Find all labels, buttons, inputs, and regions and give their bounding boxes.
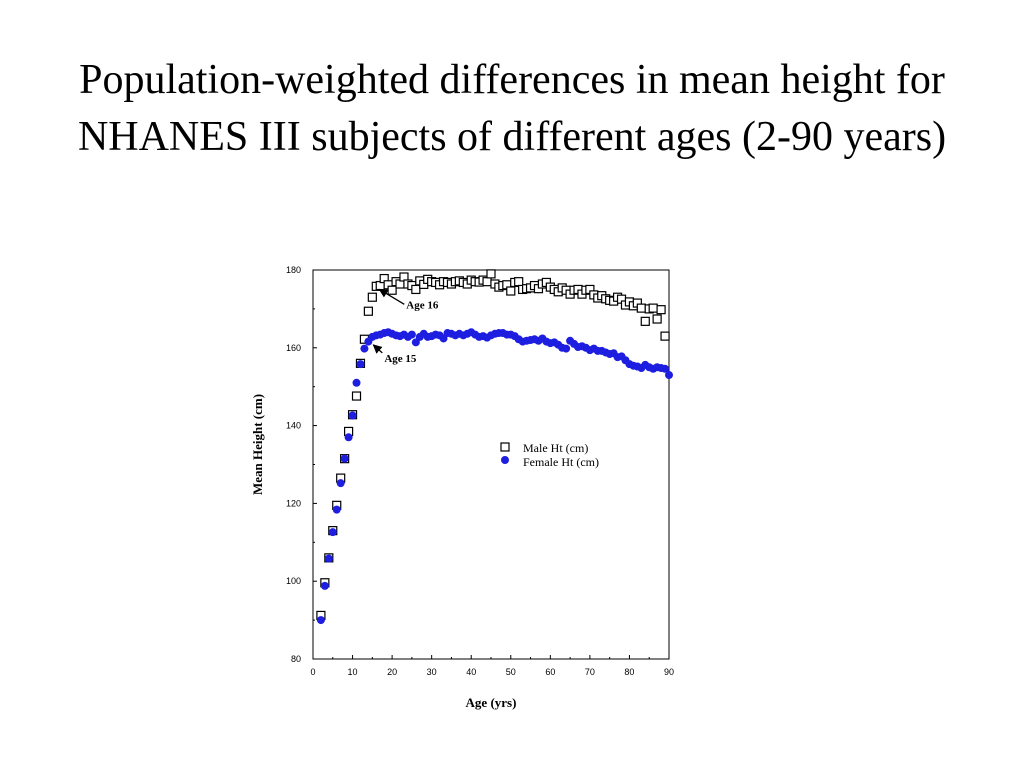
- male-data-point: [652, 314, 662, 324]
- legend-female-label: Female Ht (cm): [523, 455, 599, 469]
- female-data-point: [344, 433, 353, 442]
- plot-area: [312, 269, 670, 660]
- x-tick-label: 70: [585, 667, 595, 677]
- y-axis-ticks: 80 100 120 140 160 180: [286, 265, 317, 664]
- male-series: [316, 269, 670, 621]
- female-data-point: [360, 344, 369, 353]
- female-data-point: [562, 344, 571, 353]
- female-series: [316, 328, 673, 625]
- male-data-point: [482, 277, 492, 287]
- y-tick-label: 80: [291, 654, 301, 664]
- male-data-point: [363, 306, 373, 316]
- male-data-point: [411, 284, 421, 295]
- annotation-age-16: Age 16: [406, 299, 439, 311]
- female-data-point: [356, 360, 365, 369]
- male-data-point: [636, 303, 646, 313]
- female-data-point: [320, 581, 329, 590]
- male-data-point: [486, 269, 496, 279]
- male-data-point: [367, 292, 377, 302]
- female-data-point: [348, 411, 357, 420]
- female-data-point: [661, 364, 670, 373]
- x-axis-label: Age (yrs): [466, 695, 517, 710]
- legend-male-marker: [500, 442, 510, 452]
- male-data-point: [648, 303, 658, 313]
- plot-frame: [312, 269, 670, 660]
- legend-female-marker: [501, 456, 509, 464]
- female-data-point: [336, 479, 345, 488]
- female-data-point: [340, 454, 349, 463]
- female-data-point: [407, 330, 416, 339]
- y-tick-label: 180: [286, 265, 301, 275]
- y-tick-label: 160: [286, 343, 301, 353]
- x-tick-label: 10: [348, 667, 358, 677]
- male-data-point: [351, 391, 362, 401]
- female-data-point: [316, 616, 325, 625]
- annotations: Age 16 Age 15: [372, 288, 439, 365]
- slide-title: Population-weighted differences in mean …: [77, 57, 947, 160]
- female-data-point: [328, 528, 337, 537]
- x-tick-label: 30: [427, 667, 437, 677]
- male-data-point: [514, 277, 524, 287]
- y-axis-label: Mean Height (cm): [250, 394, 265, 495]
- legend-male-label: Male Ht (cm): [523, 441, 588, 455]
- male-data-point: [660, 331, 670, 341]
- x-tick-label: 50: [506, 667, 516, 677]
- male-data-point: [656, 305, 666, 315]
- annotation-age-15: Age 15: [384, 353, 417, 365]
- y-tick-label: 100: [286, 576, 301, 586]
- x-tick-label: 20: [387, 667, 397, 677]
- legend: Male Ht (cm)Female Ht (cm): [500, 441, 599, 469]
- female-data-point: [352, 378, 361, 387]
- male-data-point: [506, 286, 516, 296]
- male-data-point: [640, 316, 650, 326]
- y-tick-label: 140: [286, 421, 301, 431]
- x-tick-label: 80: [624, 667, 634, 677]
- x-tick-label: 60: [545, 667, 555, 677]
- x-axis-ticks: 0 10 20 30 40 50 60 70 80 90: [310, 655, 674, 677]
- male-data-point: [387, 285, 397, 295]
- x-tick-label: 90: [664, 667, 674, 677]
- annotation-arrow-16: [378, 288, 405, 305]
- y-tick-label: 120: [286, 498, 301, 508]
- female-data-point: [324, 554, 333, 563]
- x-tick-label: 40: [466, 667, 476, 677]
- annotation-arrow-15: [372, 344, 383, 354]
- x-tick-label: 0: [310, 667, 315, 677]
- female-data-point: [332, 505, 341, 514]
- female-data-point: [665, 371, 673, 380]
